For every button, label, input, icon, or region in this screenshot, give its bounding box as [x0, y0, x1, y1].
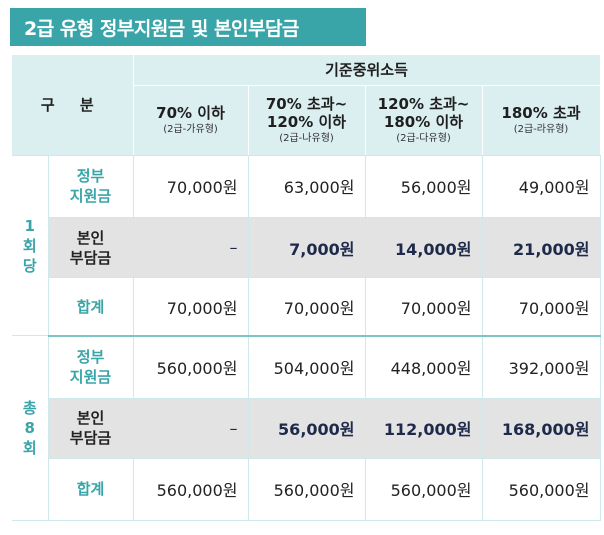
col-header-1-sub: (2급-가유형)	[163, 123, 218, 135]
col-header-3: 120% 초과~ 180% 이하 (2급-다유형)	[365, 85, 483, 156]
col-header-2-main: 70% 초과~ 120% 이하	[265, 94, 348, 131]
col-header-2-sub: (2급-나유형)	[279, 132, 334, 144]
row-label: 정부 지원금	[48, 155, 134, 219]
cell-value: 49,000원	[482, 155, 601, 219]
header-gubun: 구 분	[12, 55, 134, 156]
table-title: 2급 유형 정부지원금 및 본인부담금	[10, 8, 366, 46]
row-label: 본인 부담금	[48, 398, 134, 459]
fee-table: 구 분 기준중위소득 70% 이하 (2급-가유형) 70% 초과~ 120% …	[12, 55, 601, 522]
col-header-2: 70% 초과~ 120% 이하 (2급-나유형)	[248, 85, 366, 156]
cell-value: 63,000원	[248, 155, 366, 219]
cell-value: 392,000원	[482, 335, 601, 399]
header-income-group: 기준중위소득	[133, 55, 601, 86]
cell-value: 70,000원	[248, 277, 366, 337]
table-row: 1 회 당 정부 지원금 70,000원 63,000원 56,000원 49,…	[12, 155, 601, 337]
row-label: 본인 부담금	[48, 217, 134, 279]
table-row: 합계 560,000원 560,000원 560,000원 560,000원	[12, 458, 601, 522]
cell-value: 504,000원	[248, 335, 366, 399]
cell-value: 14,000원	[365, 217, 483, 279]
cell-value: 70,000원	[133, 155, 249, 219]
row-label: 정부 지원금	[48, 335, 134, 399]
cell-value: 560,000원	[482, 458, 601, 522]
cell-value: 70,000원	[482, 277, 601, 337]
cell-value: 560,000원	[133, 335, 249, 399]
cell-value: 560,000원	[133, 458, 249, 522]
col-header-4: 180% 초과 (2급-라유형)	[482, 85, 601, 156]
cell-value: 21,000원	[482, 217, 601, 279]
cell-value: 168,000원	[482, 398, 601, 459]
col-header-1: 70% 이하 (2급-가유형)	[133, 85, 249, 156]
col-header-4-sub: (2급-라유형)	[513, 123, 569, 135]
cell-value: 560,000원	[248, 458, 366, 522]
cell-value: 56,000원	[248, 398, 366, 459]
table-row: 합계 70,000원 70,000원 70,000원 70,000원	[12, 277, 601, 337]
col-header-3-sub: (2급-다유형)	[396, 132, 451, 144]
cell-value: 56,000원	[365, 155, 483, 219]
table-row: 본인 부담금 – 56,000원 112,000원 168,000원	[12, 398, 601, 459]
cell-value: 7,000원	[248, 217, 366, 279]
col-header-4-main: 180% 초과	[501, 103, 581, 122]
cell-value: 70,000원	[133, 277, 249, 337]
col-header-1-main: 70% 이하	[156, 103, 225, 122]
row-label: 합계	[48, 458, 134, 522]
cell-value: 112,000원	[365, 398, 483, 459]
cell-value: 70,000원	[365, 277, 483, 337]
group-label-per-session: 1 회 당	[12, 155, 49, 337]
group-label-total-8: 총 8 회	[12, 335, 49, 521]
cell-value: –	[133, 398, 249, 459]
row-label: 합계	[48, 277, 134, 337]
cell-value: –	[133, 217, 249, 279]
col-header-3-main: 120% 초과~ 180% 이하	[377, 94, 470, 131]
cell-value: 448,000원	[365, 335, 483, 399]
table-row: 총 8 회 정부 지원금 560,000원 504,000원 448,000원 …	[12, 335, 601, 521]
table-row: 본인 부담금 – 7,000원 14,000원 21,000원	[12, 217, 601, 279]
cell-value: 560,000원	[365, 458, 483, 522]
